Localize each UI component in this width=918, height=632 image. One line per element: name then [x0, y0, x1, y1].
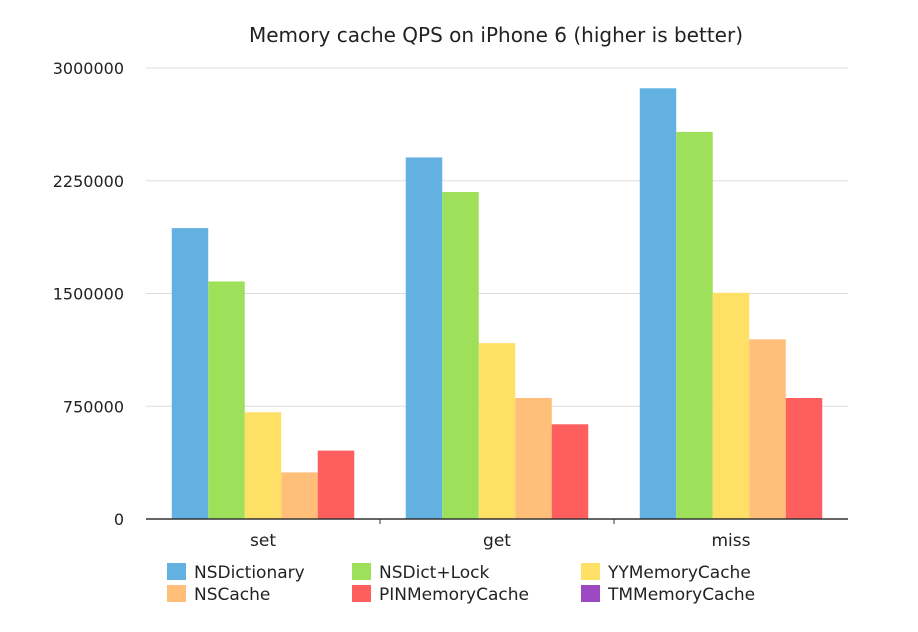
- legend-swatch: [352, 563, 371, 580]
- x-tick-label: miss: [712, 531, 751, 551]
- bar-nsdictionary-set: [171, 228, 209, 520]
- bar-nscache-set: [281, 472, 318, 519]
- legend-label: NSCache: [194, 585, 270, 605]
- legend: NSDictionary NSDict+Lock YYMemoryCache NSCa…: [167, 563, 755, 605]
- legend-label: PINMemoryCache: [379, 585, 529, 605]
- bar-nscache-get: [515, 397, 552, 519]
- bar-nsdictionary-get: [405, 157, 443, 519]
- x-tick-label: set: [250, 531, 276, 551]
- bar-yymemorycache-set: [244, 412, 282, 519]
- legend-swatch: [581, 563, 600, 580]
- bar-nsdictionary-miss: [639, 88, 677, 520]
- legend-label: NSDictionary: [194, 563, 305, 583]
- y-tick-label: 3000000: [53, 59, 124, 78]
- y-tick-label: 1500000: [53, 285, 124, 304]
- legend-label: NSDict+Lock: [379, 563, 489, 583]
- legend-swatch: [581, 585, 600, 602]
- y-tick-label: 750000: [63, 397, 124, 416]
- x-axis: set get miss: [146, 518, 848, 551]
- bar-nsdict-lock-miss: [676, 131, 713, 519]
- bar-nsdict-lock-set: [208, 281, 245, 519]
- bars: [171, 88, 823, 520]
- y-tick-label: 2250000: [53, 172, 124, 191]
- legend-label: YYMemoryCache: [607, 563, 751, 583]
- legend-swatch: [167, 563, 186, 580]
- legend-swatch: [352, 585, 371, 602]
- bar-pinmemorycache-get: [551, 424, 589, 519]
- legend-swatch: [167, 585, 186, 602]
- bar-pinmemorycache-miss: [785, 397, 823, 519]
- x-tick-label: get: [483, 531, 511, 551]
- bar-yymemorycache-get: [478, 343, 516, 519]
- bar-yymemorycache-miss: [712, 292, 750, 519]
- y-tick-label: 0: [114, 510, 124, 529]
- chart-title: Memory cache QPS on iPhone 6 (higher is …: [249, 23, 743, 47]
- legend-label: TMMemoryCache: [607, 585, 755, 605]
- bar-pinmemorycache-set: [317, 450, 355, 519]
- y-axis: 0 750000 1500000 2250000 3000000: [53, 59, 124, 529]
- bar-nsdict-lock-get: [442, 192, 479, 519]
- bar-nscache-miss: [749, 339, 786, 519]
